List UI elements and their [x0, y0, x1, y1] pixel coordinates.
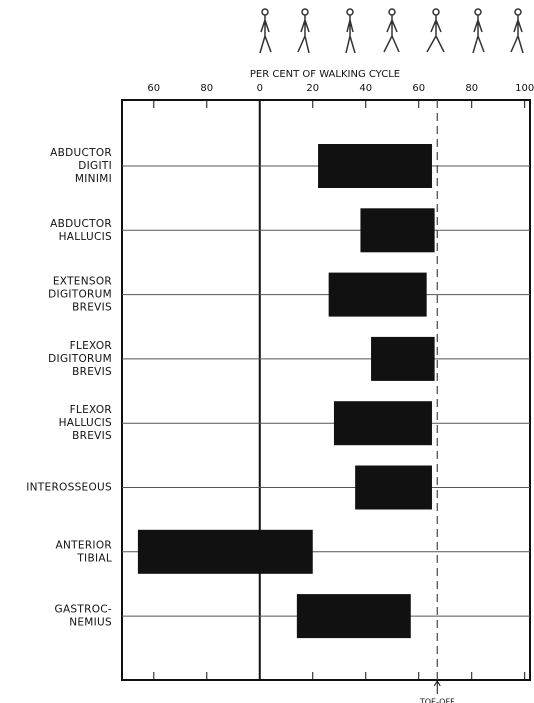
category-label: ANTERIOR — [56, 539, 112, 551]
x-axis-label: PER CENT OF WALKING CYCLE — [250, 69, 400, 80]
category-label: ABDUCTOR — [50, 218, 112, 230]
x-tick-label: 60 — [412, 83, 425, 94]
x-tick-label: 100 — [515, 83, 534, 94]
category-label: BREVIS — [72, 302, 112, 314]
activity-bar — [329, 273, 427, 317]
x-tick-label: 0 — [257, 83, 263, 94]
category-label: EXTENSOR — [53, 276, 112, 288]
x-tick-label: 80 — [465, 83, 478, 94]
activity-bar — [360, 208, 434, 252]
x-tick-label: 80 — [200, 83, 213, 94]
toe-off-label: TOE-OFF — [419, 698, 455, 703]
category-label: FLEXOR — [70, 404, 112, 416]
activity-bar — [355, 466, 432, 510]
category-label: BREVIS — [72, 430, 112, 442]
category-label: INTEROSSEOUS — [26, 482, 112, 494]
x-tick-label: 60 — [147, 83, 160, 94]
activity-bar — [371, 337, 435, 381]
category-label: NEMIUS — [69, 617, 112, 629]
walking-figures — [260, 9, 523, 53]
x-tick-label: 20 — [306, 83, 319, 94]
category-label: MINIMI — [75, 173, 112, 185]
category-label: HALLUCIS — [59, 231, 112, 243]
chart: PER CENT OF WALKING CYCLE 60 80 0 20 40 60 80 1… — [0, 0, 534, 703]
category-label: HALLUCIS — [59, 417, 112, 429]
category-label: ABDUCTOR — [50, 147, 112, 159]
category-label: DIGITORUM — [48, 289, 112, 301]
category-label: TIBIAL — [76, 552, 112, 564]
category-label: DIGITORUM — [48, 353, 112, 365]
category-label: DIGITI — [78, 160, 112, 172]
category-label: BREVIS — [72, 366, 112, 378]
activity-bar — [297, 594, 411, 638]
activity-bar — [138, 530, 313, 574]
x-tick-label: 40 — [359, 83, 372, 94]
category-label: GASTROC- — [55, 604, 112, 616]
activity-bar — [318, 144, 432, 188]
activity-bar — [334, 401, 432, 445]
category-label: FLEXOR — [70, 340, 112, 352]
